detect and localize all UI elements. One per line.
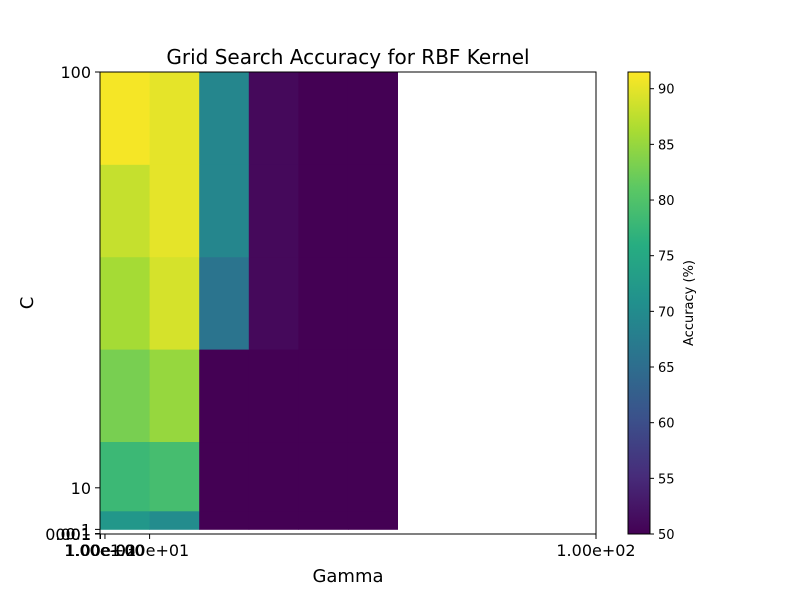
colorbar-tick-label: 55 xyxy=(658,472,675,487)
heatmap-cell xyxy=(149,510,200,530)
heatmap-cell xyxy=(100,349,150,443)
heatmap-cell xyxy=(298,72,349,165)
heatmap-cell xyxy=(100,72,150,165)
x-axis-ticks: 1.00e-031.00e-021.00e-011.00e+001.00e+01… xyxy=(64,534,636,560)
heatmap-cell xyxy=(100,441,150,512)
heatmap-cell xyxy=(199,256,250,350)
heatmap-cell xyxy=(100,256,150,350)
heatmap-cell xyxy=(298,256,349,350)
colorbar xyxy=(627,71,651,535)
heatmap-cell xyxy=(298,510,349,530)
y-tick-label: 0.1 xyxy=(66,525,91,544)
y-axis-label: C xyxy=(17,297,38,310)
heatmap-cell xyxy=(100,510,150,530)
x-tick-label: 1.00e+02 xyxy=(556,541,635,560)
heatmap-cell xyxy=(100,164,150,258)
x-tick-label: 1.00e-03 xyxy=(64,541,136,560)
heatmap-cell xyxy=(347,72,398,165)
heatmap-cell xyxy=(248,256,299,350)
heatmap-cell xyxy=(248,510,299,530)
heatmap-cell xyxy=(347,441,398,512)
x-tick-label: 1.00e+00 xyxy=(65,541,144,560)
heatmap-cell xyxy=(248,72,299,165)
colorbar-tick-label: 80 xyxy=(658,194,675,209)
heatmap-cells xyxy=(100,72,398,530)
heatmap-cell xyxy=(347,164,398,258)
heatmap-cell xyxy=(248,164,299,258)
heatmap-cell xyxy=(298,349,349,443)
heatmap-cell xyxy=(199,510,250,530)
heatmap-cell xyxy=(298,164,349,258)
heatmap-cell xyxy=(248,441,299,512)
heatmap-cell xyxy=(347,256,398,350)
colorbar-tick-label: 90 xyxy=(658,83,675,98)
heatmap-cell xyxy=(199,441,250,512)
y-tick-label: 1 xyxy=(81,520,91,539)
y-tick-label: 0.001 xyxy=(45,525,91,544)
x-tick-label: 1.00e-01 xyxy=(65,541,137,560)
heatmap-cell xyxy=(199,164,250,258)
heatmap-cell xyxy=(248,349,299,443)
heatmap-cell xyxy=(199,72,250,165)
heatmap-cell xyxy=(347,510,398,530)
heatmap-cell xyxy=(199,349,250,443)
y-tick-label: 100 xyxy=(60,63,91,82)
plot-frame xyxy=(99,71,597,535)
x-axis-label: Gamma xyxy=(312,566,383,587)
colorbar-tick-label: 60 xyxy=(658,417,675,432)
colorbar-tick-label: 85 xyxy=(658,138,675,153)
x-tick-label: 1.00e-02 xyxy=(64,541,136,560)
heatmap-cell xyxy=(298,441,349,512)
colorbar-tick-label: 75 xyxy=(658,250,675,265)
heatmap-cell xyxy=(149,256,200,350)
x-tick-label: 1.00e+01 xyxy=(110,541,189,560)
heatmap-cell xyxy=(347,349,398,443)
heatmap-cell xyxy=(149,441,200,512)
colorbar-tick-label: 70 xyxy=(658,305,675,320)
heatmap-cell xyxy=(149,164,200,258)
y-tick-label: 10 xyxy=(71,479,91,498)
colorbar-tick-label: 65 xyxy=(658,361,675,376)
colorbar-ticks: 50 55 60 65 70 75 80 85 90 xyxy=(650,83,675,543)
heatmap-cell xyxy=(149,72,200,165)
chart-title: Grid Search Accuracy for RBF Kernel xyxy=(166,45,529,69)
heatmap-cell xyxy=(149,349,200,443)
y-tick-label: 0.01 xyxy=(55,525,91,544)
colorbar-tick-label: 50 xyxy=(658,528,675,543)
colorbar-label: Accuracy (%) xyxy=(682,260,697,346)
